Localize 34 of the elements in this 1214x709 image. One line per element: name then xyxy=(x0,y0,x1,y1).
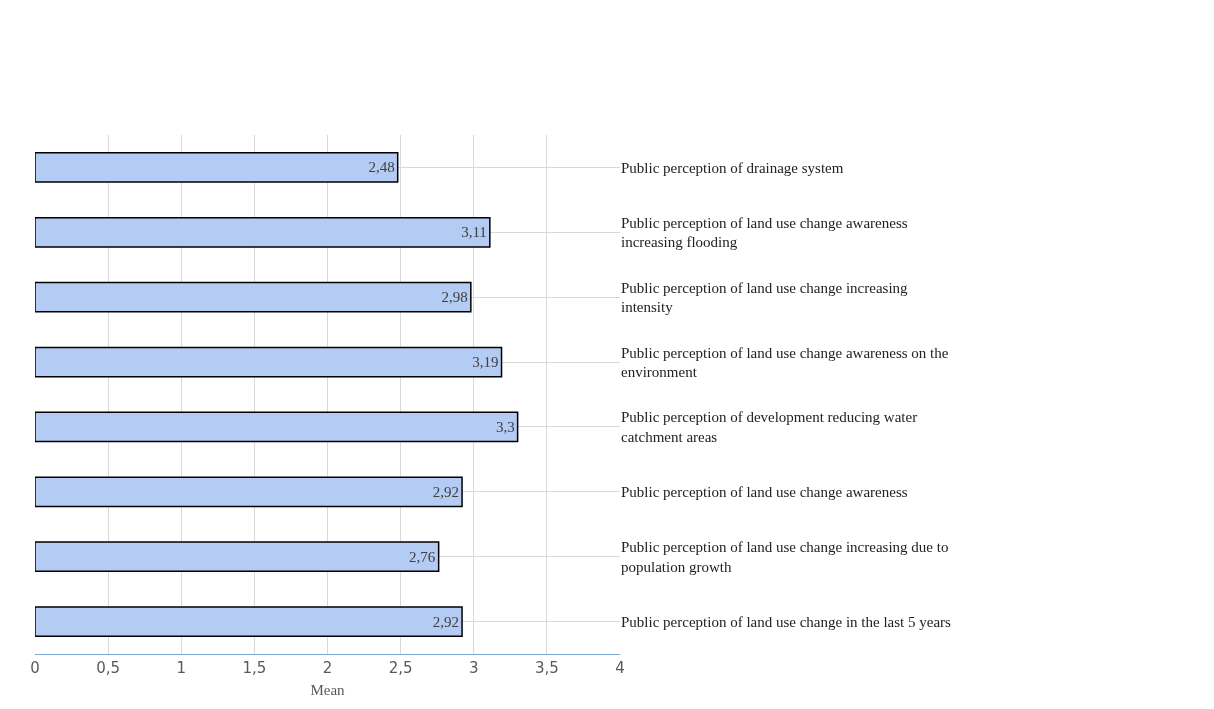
bar xyxy=(35,411,519,443)
x-axis-title: Mean xyxy=(310,682,346,698)
data-label: 3,19 xyxy=(472,354,499,371)
y-tick-label: Public perception of drainage system xyxy=(621,159,844,176)
x-tick-label: 2 xyxy=(322,659,333,677)
y-tick-label: Public perception of land use change awareness on the environment xyxy=(621,344,949,381)
bar xyxy=(35,281,472,313)
bar xyxy=(35,476,463,508)
x-tick-label: 0 xyxy=(30,659,40,677)
x-tick-label: 1 xyxy=(176,659,187,677)
y-tick-label: Public perception of land use change increasing due to population growth xyxy=(621,539,949,575)
data-label: 3,3 xyxy=(495,418,515,435)
y-tick-label: Public perception of land use change in the last 5 years xyxy=(621,613,952,630)
y-tick-label: Public perception of development reducing water catchment areas xyxy=(621,409,918,445)
x-tick-label: 2,5 xyxy=(388,659,413,677)
data-label: 2,98 xyxy=(441,289,468,306)
bar xyxy=(35,541,440,573)
data-label: 2,92 xyxy=(432,483,460,500)
data-label: 2,76 xyxy=(408,548,436,565)
bar xyxy=(35,606,463,637)
y-tick-label: Public perception of land use change awareness xyxy=(621,484,908,501)
y-tick-label: Public perception of land use change increasing intensity xyxy=(621,279,909,316)
data-label: 3,11 xyxy=(461,224,487,241)
data-label: 2,48 xyxy=(368,159,395,176)
x-tick-label: 3,5 xyxy=(534,659,559,677)
y-tick-label: Public perception of land use change awareness increasing flooding xyxy=(621,214,908,251)
x-tick-label: 4 xyxy=(615,659,625,677)
bar xyxy=(35,216,491,248)
x-tick-label: 0,5 xyxy=(96,659,121,677)
bar xyxy=(35,346,503,378)
x-tick-label: 1,5 xyxy=(242,659,267,677)
x-tick-label: 3 xyxy=(468,659,479,677)
data-label: 2,92 xyxy=(432,613,460,630)
bar xyxy=(35,152,399,183)
